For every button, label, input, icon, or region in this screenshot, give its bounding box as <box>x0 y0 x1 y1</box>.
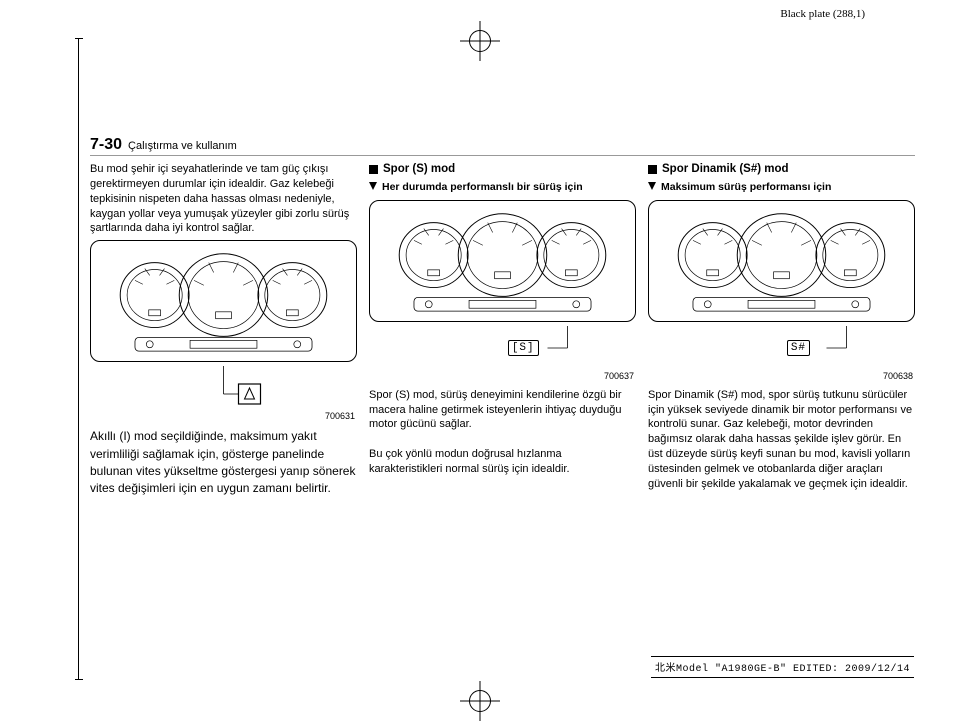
triangle-bullet-icon <box>648 182 656 190</box>
col1-intro: Bu mod şehir içi seyahatlerinde ve tam g… <box>90 162 357 236</box>
triangle-bullet-icon <box>369 182 377 190</box>
section-header: 7-30 Çalıştırma ve kullanım <box>90 136 915 156</box>
gauge-cluster-1 <box>90 240 357 362</box>
display-shash: S# <box>787 340 810 356</box>
col3-sub-text: Maksimum sürüş performansı için <box>661 180 831 194</box>
col2-body: Spor (S) mod, sürüş deneyimini kendileri… <box>369 388 636 477</box>
col2-sub: Her durumda performanslı bir sürüş için <box>369 180 636 194</box>
display-s: [S] <box>508 340 539 356</box>
column-1: Bu mod şehir içi seyahatlerinde ve tam g… <box>90 162 357 498</box>
col3-heading: Spor Dinamik (S#) mod <box>648 162 915 178</box>
col2-heading: Spor (S) mod <box>369 162 636 178</box>
col2-heading-text: Spor (S) mod <box>383 162 455 178</box>
col1-body: Akıllı (I) mod seçildiğinde, maksimum ya… <box>90 428 357 498</box>
callout-1: 700631 <box>90 366 357 422</box>
col2-sub-text: Her durumda performanslı bir sürüş için <box>382 180 583 194</box>
fig-id-2: 700637 <box>604 370 634 382</box>
section-title: Çalıştırma ve kullanım <box>128 140 237 152</box>
crop-mark-left <box>78 38 79 680</box>
registration-mark-bottom <box>469 690 491 712</box>
gauge-cluster-2 <box>369 200 636 322</box>
plate-label: Black plate (288,1) <box>780 8 865 20</box>
square-bullet-icon <box>369 165 378 174</box>
col3-sub: Maksimum sürüş performansı için <box>648 180 915 194</box>
column-3: Spor Dinamik (S#) mod Maksimum sürüş per… <box>648 162 915 498</box>
callout-2: [S] 700637 <box>369 326 636 382</box>
col3-body: Spor Dinamik (S#) mod, spor sürüş tutkun… <box>648 388 915 492</box>
fig-id-1: 700631 <box>325 410 355 422</box>
column-layout: Bu mod şehir içi seyahatlerinde ve tam g… <box>90 162 915 498</box>
gauge-cluster-3 <box>648 200 915 322</box>
page-content: 7-30 Çalıştırma ve kullanım Bu mod şehir… <box>90 136 915 660</box>
callout-3: S# 700638 <box>648 326 915 382</box>
column-2: Spor (S) mod Her durumda performanslı bi… <box>369 162 636 498</box>
square-bullet-icon <box>648 165 657 174</box>
registration-mark-top <box>469 30 491 52</box>
col3-heading-text: Spor Dinamik (S#) mod <box>662 162 789 178</box>
footer-model-info: 北米Model "A1980GE-B" EDITED: 2009/12/14 <box>651 656 914 678</box>
section-number: 7-30 <box>90 136 122 154</box>
fig-id-3: 700638 <box>883 370 913 382</box>
